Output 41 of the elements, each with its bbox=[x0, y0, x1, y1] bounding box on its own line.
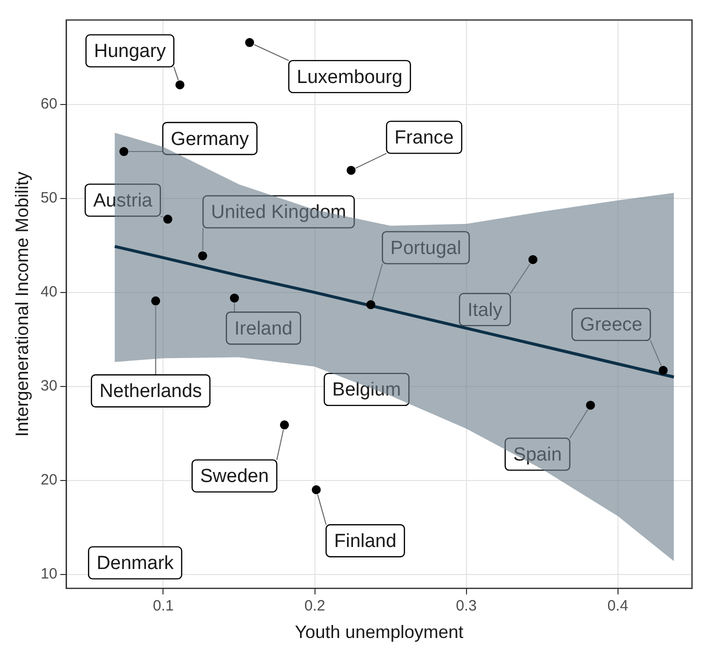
y-tick-label: 10 bbox=[40, 565, 58, 582]
annotation: Denmark bbox=[96, 553, 174, 574]
point bbox=[245, 38, 254, 48]
point bbox=[151, 296, 160, 306]
x-tick-label: 0.1 bbox=[152, 598, 174, 615]
annotation: Hungary bbox=[94, 41, 166, 62]
x-tick-label: 0.3 bbox=[456, 598, 477, 615]
point bbox=[658, 366, 668, 375]
x-tick-label: 0.2 bbox=[304, 598, 326, 615]
point bbox=[346, 166, 356, 175]
annotation: Portugal bbox=[390, 238, 462, 259]
annotation: Greece bbox=[580, 314, 642, 336]
annotation: Spain bbox=[513, 444, 562, 466]
point bbox=[175, 80, 184, 90]
x-axis-title: Youth unemployment bbox=[294, 622, 464, 642]
y-tick-label: 60 bbox=[40, 96, 58, 113]
point bbox=[119, 147, 128, 156]
annotation: Finland bbox=[334, 530, 396, 552]
x-tick-label: 0.4 bbox=[607, 598, 628, 615]
point bbox=[163, 214, 172, 224]
y-axis-title: Intergenerational Income Mobility bbox=[12, 172, 32, 437]
annotation: Belgium bbox=[332, 380, 401, 401]
point bbox=[280, 420, 289, 430]
annotation: Luxembourg bbox=[296, 66, 402, 88]
point bbox=[528, 255, 538, 264]
point bbox=[230, 294, 239, 303]
point bbox=[312, 485, 321, 494]
point bbox=[198, 251, 208, 260]
annotation: Germany bbox=[170, 128, 250, 150]
point bbox=[366, 300, 376, 310]
annotation: Netherlands bbox=[99, 381, 202, 402]
y-tick-label: 40 bbox=[40, 284, 58, 301]
annotation: Ireland bbox=[234, 318, 293, 340]
annotation: France bbox=[394, 128, 454, 149]
y-tick-label: 50 bbox=[40, 190, 58, 207]
annotation: Italy bbox=[467, 300, 503, 321]
y-tick-label: 30 bbox=[40, 378, 58, 395]
point bbox=[586, 400, 595, 410]
y-tick-label: 20 bbox=[40, 472, 58, 488]
annotation: Sweden bbox=[200, 466, 269, 488]
annotation: United Kingdom bbox=[211, 202, 346, 224]
